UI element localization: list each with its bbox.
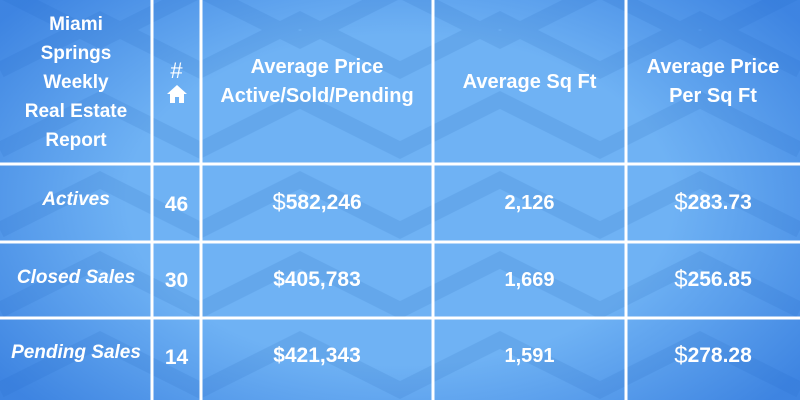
header-line: Active/Sold/Pending [220,85,414,107]
count-closed-sales: 30 [164,269,189,292]
avg-price-header: Average Price Active/Sold/Pending [201,0,433,164]
header-line: Average Price [250,56,384,78]
row-label-closed-sales: Closed Sales [16,267,136,288]
avg-price-value: 582,246 [285,191,362,214]
avg-price-closed-sales: $405,783 [273,268,361,291]
price-per-sqft-closed-sales: $256.85 [626,242,800,318]
row-label-actives: Actives [42,189,110,210]
price-per-sqft-actives: $283.73 [626,164,800,242]
price-per-sqft-value: 256.85 [687,268,752,291]
title-line: Report [45,129,107,151]
avg-sqft-closed-sales: 1,669 [504,268,555,291]
avg-sqft-pending-sales: 1,591 [504,344,555,367]
avg-price-actives: $582,246 [201,164,433,242]
row-label-pending-sales: Pending Sales [11,342,141,363]
avg-sqft-header: Average Sq Ft [433,0,626,164]
report-title: Miami Springs Weekly Real Estate Report [0,0,152,164]
header-line: Average Price [646,56,780,78]
avg-price-pending-sales: $421,343 [273,344,361,367]
price-per-sqft-pending-sales: $278.28 [626,318,800,394]
avg-sqft-actives: 2,126 [504,191,555,214]
price-per-sqft-value: 283.73 [687,191,752,214]
count-header: # [152,0,201,164]
title-line: Miami [49,13,103,35]
header-line: Per Sq Ft [669,85,757,107]
count-symbol: # [170,58,183,83]
title-line: Weekly [43,71,109,93]
currency-symbol: $ [674,189,688,216]
home-icon [166,85,187,103]
currency-symbol: $ [674,266,688,293]
currency-symbol: $ [674,342,688,369]
title-line: Real Estate [24,100,128,122]
title-line: Springs [40,42,112,64]
currency-symbol: $ [272,189,286,216]
header-line: Average Sq Ft [462,70,597,93]
count-pending-sales: 14 [164,346,189,369]
price-per-sqft-value: 278.28 [687,344,752,367]
price-per-sqft-header: Average Price Per Sq Ft [626,0,800,164]
count-actives: 46 [164,193,189,216]
